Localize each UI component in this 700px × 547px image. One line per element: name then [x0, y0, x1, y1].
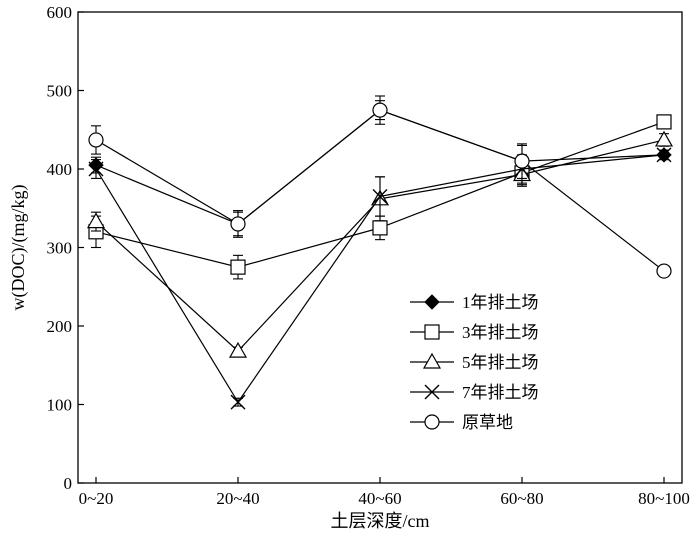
data-point: [86, 212, 106, 229]
legend-label: 1年排土场: [462, 293, 539, 312]
data-point: [230, 259, 246, 275]
x-tick-label: 20~40: [216, 489, 259, 508]
data-point: [228, 341, 248, 358]
x-tick-label: 40~60: [358, 489, 401, 508]
data-point: [656, 147, 672, 163]
series-5: [88, 95, 672, 279]
x-tick-label: 80~100: [638, 489, 690, 508]
legend-marker: [424, 294, 440, 310]
y-tick-label: 400: [47, 160, 73, 179]
data-point: [656, 114, 672, 130]
data-point: [372, 188, 388, 204]
y-axis-title: w(DOC)/(mg/kg): [8, 185, 29, 311]
data-point: [654, 130, 674, 147]
series-3: [86, 130, 674, 358]
x-tick-label: 60~80: [500, 489, 543, 508]
legend-item: 3年排土场: [410, 323, 539, 342]
data-point: [88, 132, 104, 148]
data-point: [372, 220, 388, 236]
legend-item: 原草地: [410, 413, 513, 432]
series-4: [88, 147, 672, 410]
data-point: [230, 216, 246, 232]
y-tick-label: 0: [64, 474, 73, 493]
data-point: [514, 153, 530, 169]
legend-item: 5年排土场: [410, 352, 539, 372]
series-group: [86, 95, 674, 410]
y-tick-label: 200: [47, 317, 73, 336]
series-2: [88, 114, 672, 280]
axes: 0 100 200 300 400 500 600 0~20 20~40 40~60 60~80 80…: [47, 3, 690, 508]
legend-marker: [424, 414, 440, 430]
y-tick-label: 300: [47, 239, 73, 258]
legend-label: 5年排土场: [462, 353, 539, 372]
legend-label: 7年排土场: [462, 383, 539, 402]
data-point: [656, 263, 672, 279]
legend-marker: [424, 324, 440, 340]
legend-label: 3年排土场: [462, 323, 539, 342]
y-tick-label: 500: [47, 82, 73, 101]
legend-marker: [424, 384, 440, 400]
y-tick-label: 100: [47, 396, 73, 415]
y-tick-label: 600: [47, 3, 73, 22]
legend-item: 1年排土场: [410, 293, 539, 312]
legend-item: 7年排土场: [410, 383, 539, 402]
data-point: [372, 102, 388, 118]
plot-frame: [77, 11, 683, 484]
legend-marker: [422, 352, 442, 369]
data-point: [88, 161, 104, 177]
data-point: [230, 394, 246, 410]
series-line: [95, 139, 665, 352]
x-axis-title: 土层深度/cm: [331, 511, 430, 531]
legend-label: 原草地: [462, 413, 513, 432]
x-tick-label: 0~20: [79, 489, 114, 508]
